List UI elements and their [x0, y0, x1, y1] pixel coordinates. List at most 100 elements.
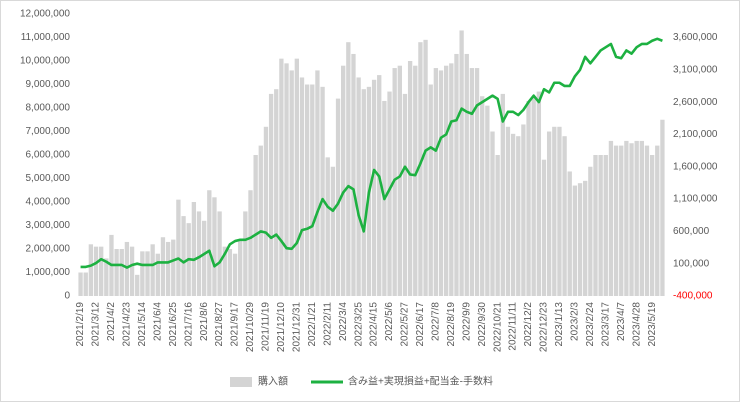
- x-tick-label: 2021/6/25: [168, 302, 179, 347]
- y2-tick-label: 100,000: [673, 258, 710, 269]
- legend-swatch: [230, 377, 252, 387]
- y2-tick-label: 1,600,000: [673, 161, 718, 172]
- legend-label: 購入額: [258, 375, 288, 388]
- bar: [253, 155, 258, 296]
- bar: [603, 155, 608, 296]
- bar: [155, 253, 160, 296]
- x-tick-label: 2022/3/25: [353, 302, 364, 347]
- bar: [207, 190, 212, 296]
- x-tick-label: 2022/11/11: [508, 302, 519, 351]
- y-tick-label: 10,000,000: [20, 56, 70, 67]
- bar: [443, 65, 449, 296]
- x-tick-label: 2022/7/8: [431, 302, 442, 341]
- bar: [598, 155, 603, 296]
- bar: [238, 239, 243, 296]
- bar: [624, 140, 629, 296]
- bar: [99, 246, 104, 296]
- x-tick-label: 2023/2/24: [585, 302, 596, 347]
- bar: [346, 42, 351, 297]
- bar: [274, 89, 279, 296]
- x-tick-label: 2021/10/29: [245, 302, 256, 352]
- bar: [516, 136, 521, 296]
- bar: [428, 84, 433, 296]
- bar: [258, 145, 263, 296]
- bar: [129, 246, 135, 296]
- bar: [480, 96, 485, 296]
- bar: [562, 136, 567, 296]
- bar: [310, 84, 315, 296]
- x-tick-label: 2022/6/17: [415, 302, 426, 347]
- bar: [217, 211, 222, 296]
- bar: [413, 65, 418, 296]
- bar: [212, 197, 217, 296]
- bar: [557, 126, 562, 296]
- bar: [577, 183, 583, 296]
- bar: [531, 96, 536, 296]
- bar: [387, 91, 392, 296]
- bar: [526, 100, 531, 296]
- bar: [500, 93, 505, 297]
- y-tick-label: 2,000,000: [26, 244, 71, 255]
- y2-tick-label: -400,000: [673, 291, 713, 302]
- bar: [613, 145, 619, 296]
- x-tick-label: 2022/12/2: [523, 302, 534, 347]
- y-tick-label: 5,000,000: [26, 173, 71, 184]
- bar: [619, 145, 624, 296]
- bar: [397, 65, 402, 296]
- x-tick-label: 2022/5/27: [400, 302, 411, 347]
- x-tick-label: 2022/2/11: [322, 302, 333, 346]
- bar: [222, 246, 227, 296]
- bar: [145, 251, 150, 296]
- bar: [660, 119, 665, 296]
- bar: [201, 220, 207, 296]
- x-tick-label: 2022/1/21: [307, 302, 318, 347]
- bar: [583, 180, 588, 296]
- legend-label: 含み益+実現損益+配当金-手数料: [348, 375, 493, 388]
- bar: [423, 39, 428, 296]
- bar: [304, 84, 310, 296]
- bar: [490, 131, 495, 296]
- bar: [634, 140, 639, 296]
- bar: [227, 249, 233, 296]
- bar: [552, 126, 557, 296]
- bar: [299, 77, 305, 296]
- x-tick-label: 2021/11/19: [261, 302, 272, 352]
- x-tick-label: 2022/12/23: [539, 302, 550, 352]
- x-tick-label: 2021/12/10: [276, 302, 287, 352]
- bar: [196, 211, 202, 296]
- x-tick-label: 2021/9/17: [230, 302, 241, 347]
- bar: [124, 241, 130, 296]
- bar: [248, 190, 253, 296]
- bar: [510, 133, 516, 296]
- y-tick-label: 4,000,000: [26, 197, 71, 208]
- bar: [294, 58, 300, 297]
- bar: [536, 91, 542, 296]
- x-tick-label: 2021/6/4: [152, 302, 163, 341]
- bar: [243, 211, 248, 296]
- bar: [284, 63, 289, 296]
- bar: [438, 70, 444, 297]
- y2-tick-label: 2,600,000: [673, 97, 718, 108]
- bar: [572, 185, 578, 296]
- bar: [505, 126, 511, 296]
- y-tick-label: 0: [64, 291, 70, 302]
- bar: [320, 86, 325, 296]
- bar: [464, 53, 469, 297]
- bar: [315, 70, 320, 297]
- bar: [289, 70, 294, 297]
- x-tick-label: 2022/10/21: [492, 302, 503, 352]
- bar: [567, 171, 572, 296]
- bar: [176, 199, 181, 296]
- bar: [325, 157, 330, 296]
- y2-tick-label: 1,100,000: [673, 194, 718, 205]
- bar: [279, 58, 284, 297]
- bar: [459, 30, 464, 296]
- bar: [268, 93, 274, 297]
- bar: [150, 244, 155, 296]
- y-tick-label: 11,000,000: [21, 32, 71, 43]
- bar: [78, 272, 83, 296]
- x-tick-label: 2021/12/31: [291, 302, 302, 352]
- bar: [608, 140, 614, 296]
- x-tick-label: 2023/4/28: [631, 302, 642, 347]
- x-tick-label: 2023/4/7: [616, 302, 627, 341]
